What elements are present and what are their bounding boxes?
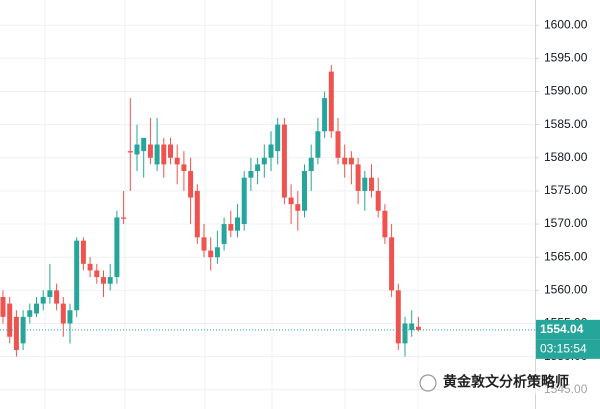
candle-body bbox=[67, 310, 73, 324]
candle-body bbox=[174, 157, 180, 165]
candle-body bbox=[348, 157, 354, 165]
candle-body bbox=[281, 124, 287, 198]
candle-body bbox=[395, 290, 401, 344]
candle-body bbox=[335, 131, 341, 158]
candle-body bbox=[255, 164, 261, 172]
candle-body bbox=[355, 164, 361, 191]
candle-body bbox=[40, 296, 46, 304]
candle-body bbox=[80, 240, 86, 264]
y-tick-label: 1600.00 bbox=[544, 17, 588, 31]
candle-body bbox=[415, 326, 421, 330]
watermark-text: 黄金敦文分析策略师 bbox=[443, 374, 569, 390]
candle-body bbox=[389, 237, 395, 291]
candle-body bbox=[114, 217, 120, 278]
candle-body bbox=[161, 144, 167, 165]
candle-body bbox=[94, 270, 100, 278]
candle-body bbox=[409, 323, 415, 331]
candle-body bbox=[188, 171, 194, 198]
candle-body bbox=[141, 137, 147, 152]
candle-body bbox=[7, 303, 13, 337]
candle-body bbox=[107, 277, 113, 284]
y-tick-label: 1580.00 bbox=[544, 150, 588, 164]
candle-body bbox=[221, 224, 227, 244]
y-tick-label: 1595.00 bbox=[544, 51, 588, 65]
y-tick-label: 1565.00 bbox=[544, 249, 588, 263]
candle-body bbox=[47, 290, 53, 297]
candle-body bbox=[362, 177, 368, 191]
candle-body bbox=[214, 247, 220, 258]
countdown-label: 03:15:54 bbox=[540, 342, 587, 356]
candle-body bbox=[87, 263, 93, 271]
vertical-grid bbox=[44, 0, 419, 409]
watermark-bg bbox=[440, 372, 600, 394]
watermark-icon bbox=[419, 374, 437, 392]
candle-body bbox=[13, 316, 19, 351]
candle-body bbox=[181, 164, 187, 172]
candle-body bbox=[154, 144, 160, 165]
candle-body bbox=[74, 240, 80, 311]
y-tick-label: 1570.00 bbox=[544, 216, 588, 230]
y-tick-label: 1585.00 bbox=[544, 117, 588, 131]
watermark: 黄金敦文分析策略师 bbox=[419, 372, 600, 394]
candle-body bbox=[268, 144, 274, 158]
candle-body bbox=[308, 157, 314, 172]
candle-body bbox=[235, 217, 240, 231]
candle-body bbox=[369, 177, 374, 191]
candle-body bbox=[382, 210, 388, 238]
candle-body bbox=[194, 190, 200, 238]
candle-body bbox=[134, 144, 140, 155]
y-tick-label: 1560.00 bbox=[544, 283, 588, 297]
candle-body bbox=[375, 190, 381, 211]
candle-body bbox=[34, 303, 39, 314]
candle-body bbox=[288, 197, 294, 205]
candle-body bbox=[121, 217, 127, 219]
candle-body bbox=[295, 204, 301, 211]
candle-body bbox=[60, 303, 66, 324]
candle-body bbox=[275, 124, 281, 152]
candle-body bbox=[54, 290, 60, 304]
candle-body bbox=[208, 250, 214, 258]
candle-body bbox=[201, 237, 207, 251]
last-price-label: 1554.04 bbox=[540, 322, 584, 336]
candle-body bbox=[241, 177, 247, 225]
last-price-box bbox=[536, 319, 600, 340]
candle-body bbox=[261, 157, 267, 165]
candle-body bbox=[302, 171, 307, 211]
candle-body bbox=[0, 296, 6, 317]
candle-body bbox=[248, 171, 254, 178]
y-tick-label: 1590.00 bbox=[544, 84, 588, 98]
candle-body bbox=[228, 224, 234, 231]
countdown-box bbox=[536, 339, 600, 359]
candle-body bbox=[315, 131, 321, 158]
candle-body bbox=[168, 144, 173, 158]
candle-body bbox=[402, 323, 408, 344]
candle-body bbox=[147, 144, 153, 158]
candle-body bbox=[127, 151, 133, 153]
candle-body bbox=[342, 157, 348, 165]
candle-body bbox=[322, 98, 328, 132]
candle-body bbox=[101, 277, 106, 284]
candle-body bbox=[27, 310, 33, 317]
y-tick-label: 1575.00 bbox=[544, 183, 588, 197]
candle-body bbox=[328, 71, 334, 132]
candle-body bbox=[20, 316, 26, 344]
